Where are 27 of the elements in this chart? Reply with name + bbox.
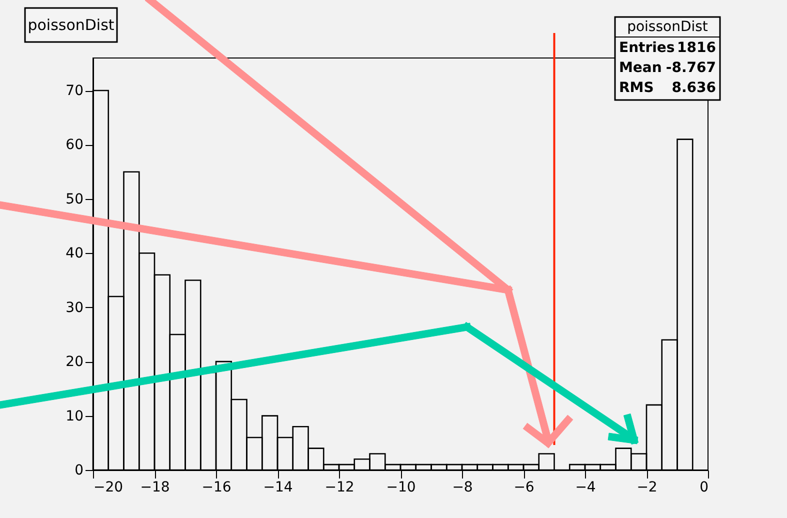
x-tick-label: −12 (324, 480, 354, 496)
x-tick-label: −16 (202, 480, 232, 496)
x-tick-label: −18 (140, 480, 170, 496)
y-tick-label: 0 (74, 462, 84, 478)
text: 1816 (677, 40, 716, 56)
chart-title: poissonDist (28, 16, 114, 34)
x-tick-label: −6 (514, 480, 534, 496)
annotation: RMS (619, 80, 654, 96)
text: poissonDist (627, 19, 708, 35)
x-tick-label: −10 (386, 480, 416, 496)
x-tick-label: −2 (636, 480, 658, 496)
y-tick-label: 70 (66, 83, 84, 100)
y-tick-label: 50 (66, 191, 84, 208)
text: Entries (619, 40, 675, 56)
x-tick-label: −4 (575, 480, 596, 496)
y-tick-label: 20 (66, 354, 84, 370)
x-tick-label: −20 (94, 480, 124, 496)
y-tick-label: 60 (66, 137, 84, 154)
y-tick-label: 10 (66, 408, 84, 424)
x-tick-label: −8 (452, 480, 473, 496)
y-tick-label: 30 (66, 300, 84, 316)
x-tick-label: 0 (700, 480, 708, 496)
annotation: 8.636 (672, 80, 716, 96)
y-tick-label: 40 (66, 246, 84, 262)
annotation: -8.767 (666, 60, 716, 76)
x-tick-label: −14 (263, 480, 293, 496)
annotation: Mean (619, 60, 662, 76)
